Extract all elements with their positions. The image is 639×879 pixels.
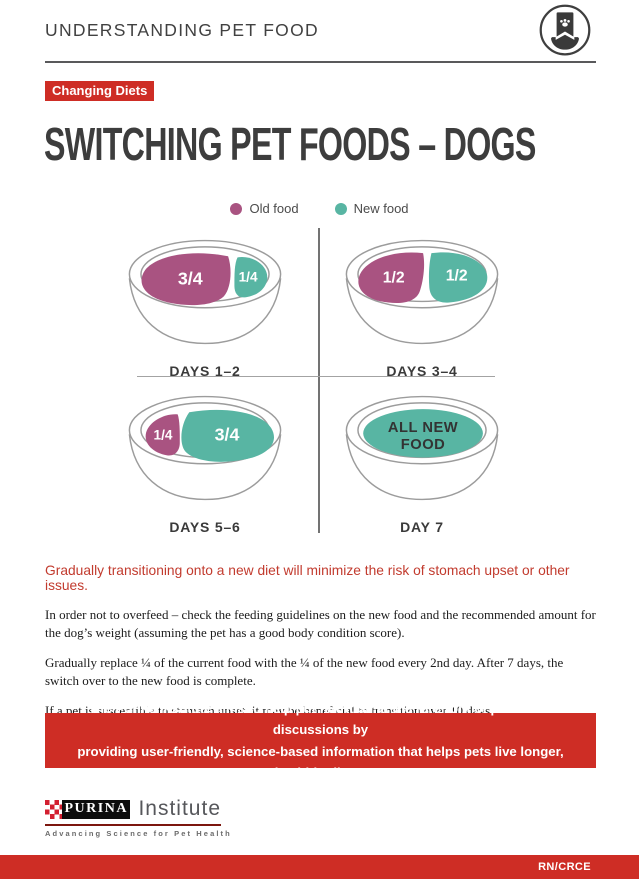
legend: Old food New food bbox=[0, 201, 639, 216]
bowl-diagram-days-3-4: 1/2 1/2 DAYS 3–4 bbox=[317, 232, 527, 379]
logo-tagline: Advancing Science for Pet Health bbox=[45, 829, 232, 838]
header-divider bbox=[45, 61, 596, 63]
page-title: SWITCHING PET FOODS – DOGS bbox=[44, 118, 536, 170]
horizontal-divider bbox=[137, 376, 495, 377]
footer-bar: RN/CRCE bbox=[0, 855, 639, 879]
new-portion-label: 1/2 bbox=[446, 267, 468, 284]
institute-wordmark: Institute bbox=[138, 797, 221, 820]
banner-line-1: The Purina Institute aims to help put nu… bbox=[88, 701, 553, 738]
purina-wordmark: PURINA bbox=[64, 801, 128, 816]
legend-item-new-food: New food bbox=[334, 201, 409, 216]
new-food-dot-icon bbox=[334, 202, 347, 215]
purina-institute-banner: The Purina Institute aims to help put nu… bbox=[45, 701, 596, 780]
bowl-caption: DAY 7 bbox=[400, 519, 444, 535]
purina-institute-logo: PURINA Institute Advancing Science for P… bbox=[45, 797, 232, 838]
vertical-divider bbox=[318, 228, 320, 533]
old-portion-label: 1/2 bbox=[383, 270, 405, 287]
old-portion-label: 1/4 bbox=[154, 428, 173, 443]
highlight-sentence: Gradually transitioning onto a new diet … bbox=[45, 563, 570, 593]
legend-new-label: New food bbox=[353, 201, 409, 216]
purina-checkerboard-icon bbox=[45, 799, 62, 819]
pet-food-bag-bowl-icon bbox=[537, 3, 593, 64]
bowl-caption: DAYS 5–6 bbox=[169, 519, 241, 535]
bowl-caption: DAYS 1–2 bbox=[169, 363, 241, 379]
legend-old-label: Old food bbox=[249, 201, 299, 216]
logo-underline bbox=[45, 824, 221, 826]
old-portion-label: 3/4 bbox=[178, 269, 203, 289]
legend-item-old-food: Old food bbox=[230, 201, 299, 216]
body-text-block: Gradually transitioning onto a new diet … bbox=[45, 563, 597, 731]
footer-code: RN/CRCE bbox=[538, 861, 591, 873]
banner-line-2: providing user-friendly, science-based i… bbox=[77, 743, 564, 780]
all-new-food-label-line2: FOOD bbox=[401, 437, 446, 453]
old-food-dot-icon bbox=[230, 202, 243, 215]
all-new-food-label-line1: ALL NEW bbox=[388, 420, 458, 436]
paragraph-overfeed: In order not to overfeed – check the fee… bbox=[45, 607, 596, 641]
bowl-diagram-day-7: ALL NEW FOOD DAY 7 bbox=[317, 388, 527, 535]
bowl-diagram-days-5-6: 1/4 3/4 DAYS 5–6 bbox=[100, 388, 310, 535]
bowl-diagram-days-1-2: 3/4 1/4 DAYS 1–2 bbox=[100, 232, 310, 379]
section-badge: Changing Diets bbox=[45, 81, 155, 101]
document-header-title: UNDERSTANDING PET FOOD bbox=[45, 20, 319, 40]
paragraph-replace-quarter: Gradually replace ¼ of the current food … bbox=[45, 654, 564, 689]
bowl-caption: DAYS 3–4 bbox=[386, 363, 458, 379]
new-portion-label: 3/4 bbox=[215, 425, 240, 445]
new-portion-label: 1/4 bbox=[239, 270, 258, 285]
purina-wordmark-box: PURINA bbox=[45, 799, 131, 819]
